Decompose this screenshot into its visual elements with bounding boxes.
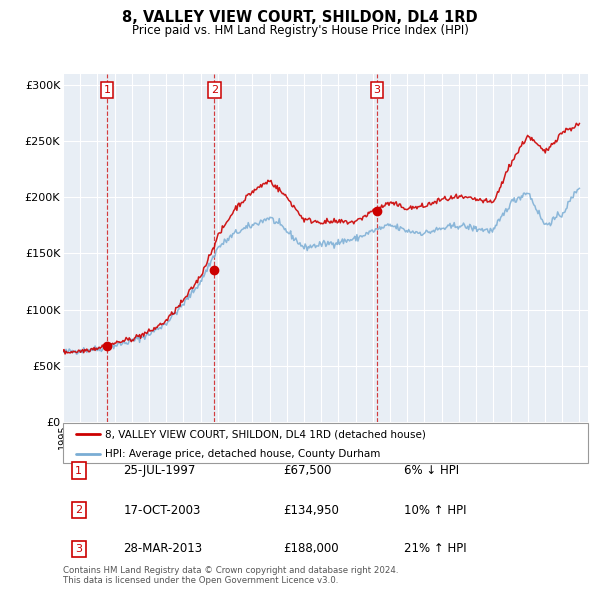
Text: £67,500: £67,500 (284, 464, 332, 477)
Text: 6% ↓ HPI: 6% ↓ HPI (404, 464, 460, 477)
Text: 28-MAR-2013: 28-MAR-2013 (124, 542, 203, 556)
Text: Price paid vs. HM Land Registry's House Price Index (HPI): Price paid vs. HM Land Registry's House … (131, 24, 469, 37)
Text: 1: 1 (75, 466, 82, 476)
Text: 21% ↑ HPI: 21% ↑ HPI (404, 542, 467, 556)
Text: Contains HM Land Registry data © Crown copyright and database right 2024.
This d: Contains HM Land Registry data © Crown c… (63, 566, 398, 585)
Text: 1: 1 (104, 85, 110, 95)
FancyBboxPatch shape (63, 423, 588, 463)
Text: 8, VALLEY VIEW COURT, SHILDON, DL4 1RD: 8, VALLEY VIEW COURT, SHILDON, DL4 1RD (122, 10, 478, 25)
Text: 2: 2 (211, 85, 218, 95)
Text: £134,950: £134,950 (284, 503, 340, 517)
Text: HPI: Average price, detached house, County Durham: HPI: Average price, detached house, Coun… (105, 450, 380, 460)
Text: 3: 3 (75, 544, 82, 554)
Text: 17-OCT-2003: 17-OCT-2003 (124, 503, 201, 517)
Text: £188,000: £188,000 (284, 542, 339, 556)
Text: 25-JUL-1997: 25-JUL-1997 (124, 464, 196, 477)
Text: 8, VALLEY VIEW COURT, SHILDON, DL4 1RD (detached house): 8, VALLEY VIEW COURT, SHILDON, DL4 1RD (… (105, 430, 426, 440)
Text: 2: 2 (75, 505, 82, 515)
Text: 10% ↑ HPI: 10% ↑ HPI (404, 503, 467, 517)
Text: 3: 3 (373, 85, 380, 95)
